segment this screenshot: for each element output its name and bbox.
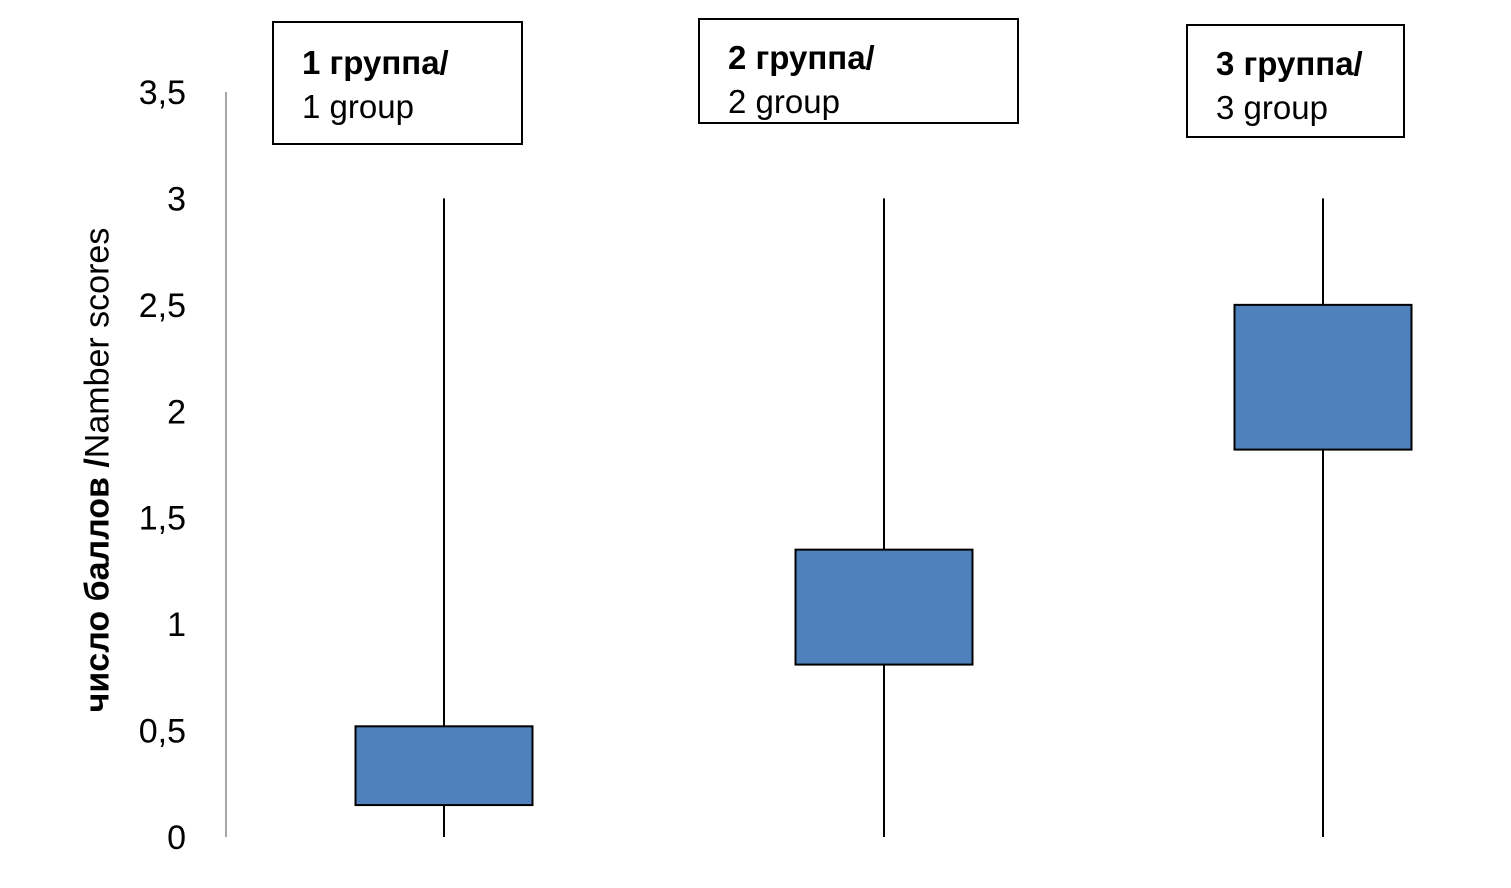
y-tick-label: 1,5 xyxy=(139,500,186,538)
box-2 xyxy=(794,548,974,666)
box-1 xyxy=(354,725,534,807)
y-tick-label: 0,5 xyxy=(139,713,186,751)
group-3-label-ru: 3 группа/ xyxy=(1216,45,1363,82)
y-tick-label: 3,5 xyxy=(139,74,186,112)
group-1-label-box: 1 группа/ 1 group xyxy=(272,21,523,145)
group-1-label-en: 1 group xyxy=(302,88,414,125)
group-3-label-box: 3 группа/ 3 group xyxy=(1186,24,1405,138)
y-tick-label: 1 xyxy=(167,606,186,644)
y-tick-label: 3 xyxy=(167,180,186,218)
y-tick-label: 0 xyxy=(167,819,186,857)
y-tick-label: 2,5 xyxy=(139,287,186,325)
group-3-label-en: 3 group xyxy=(1216,89,1328,126)
y-tick-label: 2 xyxy=(167,393,186,431)
box-3 xyxy=(1233,303,1413,451)
group-2-label-box: 2 группа/ 2 group xyxy=(698,18,1019,124)
group-1-label-ru: 1 группа/ xyxy=(302,44,449,81)
y-axis-label: число баллов /Namber scores xyxy=(78,227,117,713)
group-2-label-en: 2 group xyxy=(728,83,840,120)
group-2-label-ru: 2 группа/ xyxy=(728,39,875,76)
